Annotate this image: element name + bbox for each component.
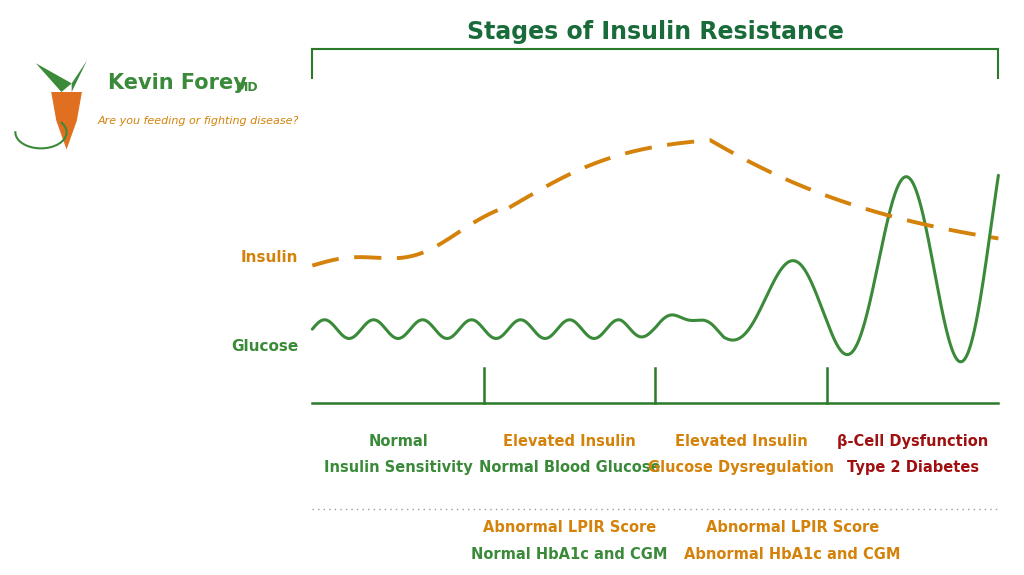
Text: Stages of Insulin Resistance: Stages of Insulin Resistance bbox=[467, 20, 844, 44]
Text: Abnormal LPIR Score: Abnormal LPIR Score bbox=[706, 520, 880, 535]
Text: Normal: Normal bbox=[369, 434, 428, 449]
Text: Glucose Dysregulation: Glucose Dysregulation bbox=[648, 460, 835, 475]
Text: Insulin Sensitivity: Insulin Sensitivity bbox=[324, 460, 472, 475]
Text: Glucose: Glucose bbox=[231, 339, 299, 354]
Text: Normal Blood Glucose: Normal Blood Glucose bbox=[479, 460, 660, 475]
Text: Type 2 Diabetes: Type 2 Diabetes bbox=[847, 460, 979, 475]
Text: Kevin Forey: Kevin Forey bbox=[108, 74, 247, 93]
Text: Elevated Insulin: Elevated Insulin bbox=[503, 434, 636, 449]
Text: Are you feeding or fighting disease?: Are you feeding or fighting disease? bbox=[97, 116, 299, 126]
Text: Insulin: Insulin bbox=[241, 250, 299, 265]
Text: Abnormal LPIR Score: Abnormal LPIR Score bbox=[483, 520, 656, 535]
Text: β-Cell Dysfunction: β-Cell Dysfunction bbox=[837, 434, 988, 449]
Text: Elevated Insulin: Elevated Insulin bbox=[675, 434, 808, 449]
Text: Abnormal HbA1c and CGM: Abnormal HbA1c and CGM bbox=[684, 547, 901, 562]
Polygon shape bbox=[36, 63, 72, 92]
Text: MD: MD bbox=[236, 81, 258, 94]
Text: Normal HbA1c and CGM: Normal HbA1c and CGM bbox=[471, 547, 668, 562]
Polygon shape bbox=[72, 60, 87, 92]
Polygon shape bbox=[51, 92, 82, 150]
